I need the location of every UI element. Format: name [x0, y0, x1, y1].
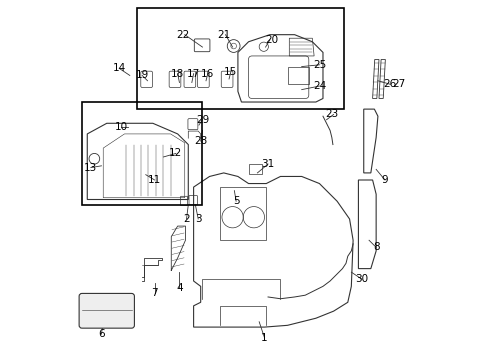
Text: 4: 4 — [176, 283, 183, 293]
Text: 10: 10 — [114, 122, 127, 132]
Text: 17: 17 — [187, 69, 200, 79]
Text: 14: 14 — [113, 63, 126, 73]
Text: 24: 24 — [313, 81, 326, 91]
Text: 16: 16 — [201, 69, 215, 79]
Text: 29: 29 — [196, 115, 209, 125]
Text: 3: 3 — [195, 214, 201, 224]
Text: 18: 18 — [171, 69, 184, 79]
Text: 1: 1 — [261, 333, 268, 343]
Text: 11: 11 — [148, 175, 161, 185]
Text: 30: 30 — [355, 274, 368, 284]
Text: 7: 7 — [151, 288, 158, 298]
Text: 23: 23 — [325, 109, 339, 120]
Text: 31: 31 — [261, 159, 275, 169]
Text: 2: 2 — [183, 214, 190, 224]
Text: 5: 5 — [233, 196, 240, 206]
Text: 22: 22 — [176, 30, 190, 40]
Text: 6: 6 — [98, 329, 105, 339]
Text: 25: 25 — [313, 60, 326, 70]
Text: 12: 12 — [169, 148, 182, 158]
Text: 26: 26 — [384, 79, 397, 89]
Text: 8: 8 — [373, 242, 379, 252]
Text: 19: 19 — [136, 71, 149, 80]
Text: 9: 9 — [382, 175, 388, 185]
FancyBboxPatch shape — [79, 293, 134, 328]
Text: 21: 21 — [217, 30, 230, 40]
Text: 15: 15 — [224, 67, 238, 77]
Text: 20: 20 — [265, 35, 278, 45]
Text: 27: 27 — [392, 79, 406, 89]
Text: 13: 13 — [84, 163, 98, 172]
Text: 28: 28 — [194, 136, 207, 146]
